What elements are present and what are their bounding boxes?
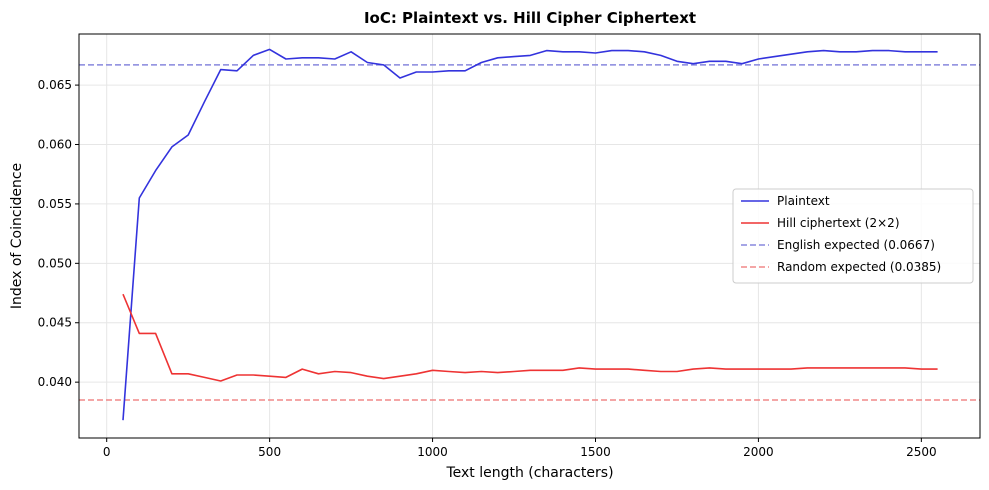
legend-label: English expected (0.0667) [777,238,935,252]
x-axis-ticks: 0 500 1000 1500 2000 2500 [103,438,937,459]
x-tick-label: 1000 [417,445,448,459]
y-tick-label: 0.050 [38,256,72,270]
x-tick-label: 500 [258,445,281,459]
series-line [122,293,938,382]
legend-label: Hill ciphertext (2×2) [777,216,900,230]
x-tick-label: 2500 [906,445,937,459]
legend-label: Random expected (0.0385) [777,260,941,274]
plot-area-frame [78,33,981,439]
x-axis-label: Text length (characters) [445,465,613,481]
x-tick-label: 0 [103,445,111,459]
series-line [122,48,938,421]
legend-frame [732,188,974,284]
x-tick-label: 2000 [743,445,774,459]
x-tick-label: 1500 [580,445,611,459]
y-tick-label: 0.045 [38,316,72,330]
data-series [122,48,938,421]
y-tick-label: 0.060 [38,138,72,152]
legend-label: Plaintext [777,194,830,208]
legend: Plaintext Hill ciphertext (2×2) English ex… [732,188,974,284]
chart-title: IoC: Plaintext vs. Hill Cipher Ciphertex… [364,9,696,27]
y-axis-label: Index of Coincidence [9,163,25,309]
y-tick-label: 0.040 [38,375,72,389]
y-tick-label: 0.055 [38,197,72,211]
reference-lines [79,64,980,401]
y-axis-ticks: 0.040 0.045 0.050 0.055 0.060 0.065 [38,78,79,389]
y-tick-label: 0.065 [38,78,72,92]
